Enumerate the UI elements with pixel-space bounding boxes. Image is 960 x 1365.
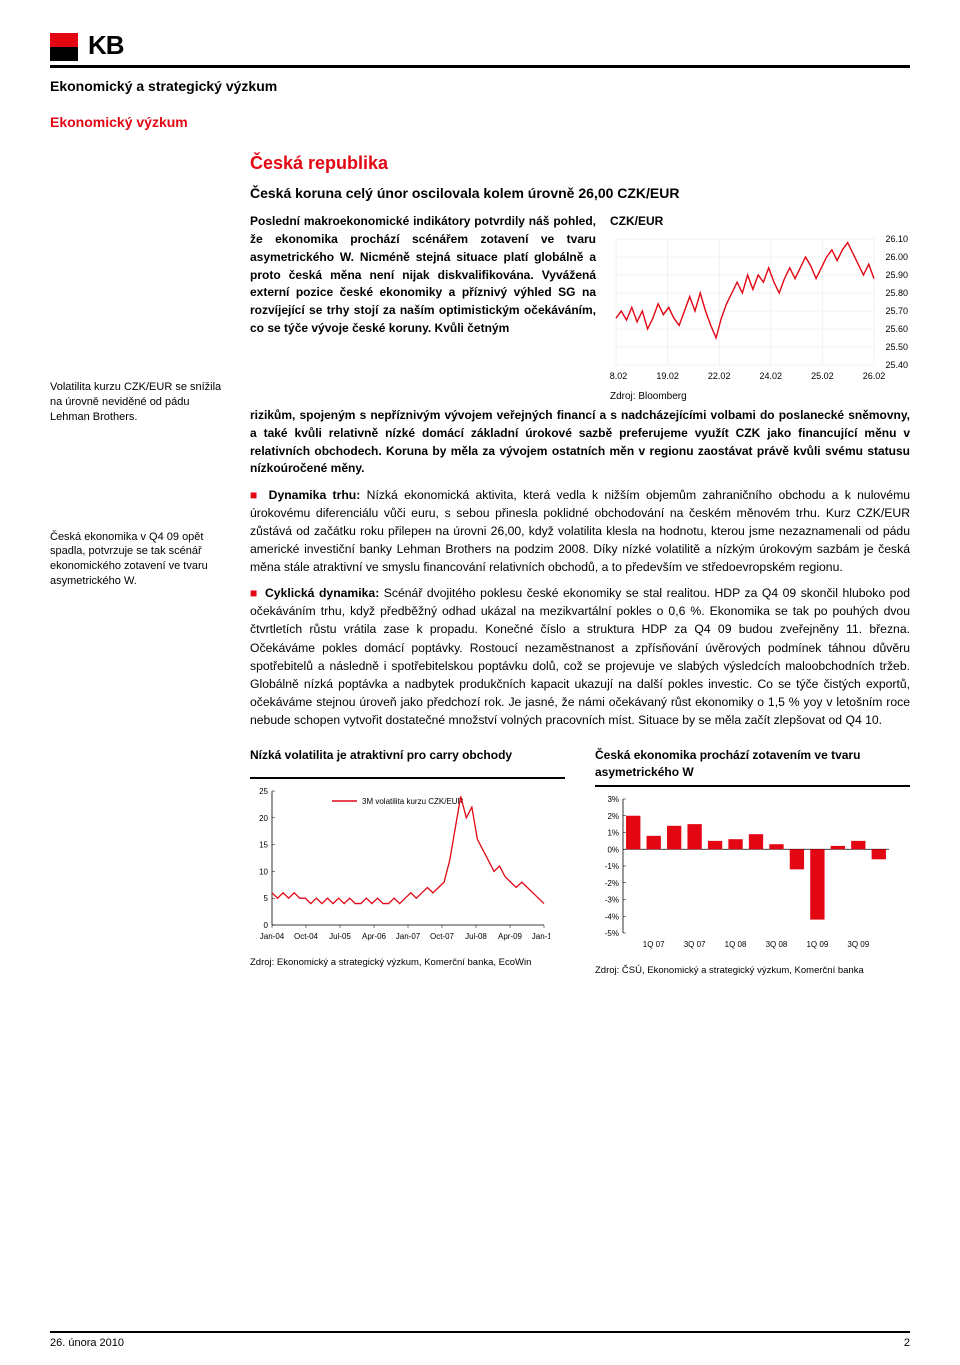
svg-text:25.70: 25.70 — [885, 306, 908, 316]
svg-text:26.00: 26.00 — [885, 252, 908, 262]
svg-text:25.50: 25.50 — [885, 342, 908, 352]
footer-date: 26. února 2010 — [50, 1337, 124, 1349]
svg-text:25: 25 — [259, 787, 268, 796]
section-label: Ekonomický výzkum — [50, 114, 910, 130]
svg-text:25.02: 25.02 — [811, 371, 834, 381]
svg-text:3M volatilita kurzu CZK/EUR: 3M volatilita kurzu CZK/EUR — [362, 797, 464, 806]
square-bullet-icon: ■ — [250, 488, 260, 502]
svg-text:3Q 08: 3Q 08 — [766, 940, 788, 949]
svg-text:22.02: 22.02 — [708, 371, 731, 381]
gdp-chart-source: Zdroj: ČSÚ, Ekonomický a strategický výz… — [595, 964, 910, 978]
svg-text:10: 10 — [259, 867, 268, 876]
bullet-cyclical: ■ Cyklická dynamika: Scénář dvojitého po… — [250, 584, 910, 728]
gdp-chart: Česká ekonomika prochází zotavením ve tv… — [595, 747, 910, 979]
main-column: Česká republika Česká koruna celý únor o… — [250, 150, 910, 979]
svg-text:18.02: 18.02 — [610, 371, 627, 381]
svg-text:25.60: 25.60 — [885, 324, 908, 334]
svg-text:25.90: 25.90 — [885, 270, 908, 280]
svg-text:3Q 07: 3Q 07 — [684, 940, 706, 949]
volatility-chart: Nízká volatilita je atraktivní pro carry… — [250, 747, 565, 979]
page-subtitle: Česká koruna celý únor oscilovala kolem … — [250, 183, 910, 204]
square-bullet-icon: ■ — [250, 586, 258, 600]
svg-text:26.02: 26.02 — [863, 371, 886, 381]
svg-text:Jul-05: Jul-05 — [329, 932, 351, 941]
fx-chart: CZK/EUR 26.10 26.00 25.90 25.80 25.70 25.60 25… — [610, 213, 910, 405]
svg-text:-4%: -4% — [605, 912, 619, 921]
svg-text:-2%: -2% — [605, 879, 619, 888]
svg-text:5: 5 — [264, 894, 269, 903]
svg-text:-5%: -5% — [605, 929, 619, 938]
svg-text:Apr-06: Apr-06 — [362, 932, 387, 941]
gdp-chart-svg: 3% 2% 1% 0% -1% -2% -3% -4% -5% 1Q 07 3Q 07 1Q 08 3Q… — [595, 793, 895, 953]
gdp-chart-title: Česká ekonomika prochází zotavením ve tv… — [595, 747, 910, 788]
bullet-market: ■ Dynamika trhu: Nízká ekonomická aktivi… — [250, 486, 910, 576]
page-root: KB Ekonomický a strategický výzkum Ekono… — [0, 0, 960, 1365]
sidebar-note-volatility: Volatilita kurzu CZK/EUR se snížila na ú… — [50, 380, 232, 425]
bullet1-head: Dynamika trhu: — [269, 488, 361, 502]
header-bar: KB — [50, 30, 910, 68]
svg-text:15: 15 — [259, 840, 268, 849]
lead-continuation: rizikům, spojeným s nepříznivým vývojem … — [250, 407, 910, 478]
svg-text:Apr-09: Apr-09 — [498, 932, 523, 941]
svg-text:20: 20 — [259, 814, 268, 823]
svg-text:26.10: 26.10 — [885, 234, 908, 244]
svg-text:1%: 1% — [607, 829, 619, 838]
svg-text:Jan-04: Jan-04 — [260, 932, 285, 941]
volatility-chart-title: Nízká volatilita je atraktivní pro carry… — [250, 747, 565, 779]
svg-text:19.02: 19.02 — [656, 371, 679, 381]
bullet2-text: Scénář dvojitého poklesu české ekonomiky… — [250, 586, 910, 726]
svg-text:0: 0 — [264, 921, 269, 930]
department-label: Ekonomický a strategický výzkum — [50, 78, 910, 94]
svg-text:Oct-07: Oct-07 — [430, 932, 455, 941]
volatility-chart-source: Zdroj: Ekonomický a strategický výzkum, … — [250, 956, 565, 970]
footer-page: 2 — [904, 1337, 910, 1349]
svg-text:25.40: 25.40 — [885, 360, 908, 370]
svg-text:-1%: -1% — [605, 862, 619, 871]
svg-text:24.02: 24.02 — [760, 371, 783, 381]
svg-text:-3%: -3% — [605, 896, 619, 905]
svg-text:0%: 0% — [607, 845, 619, 854]
bullet2-head: Cyklická dynamika: — [265, 586, 379, 600]
fx-chart-title: CZK/EUR — [610, 213, 910, 231]
svg-text:2%: 2% — [607, 812, 619, 821]
svg-text:Jan-07: Jan-07 — [396, 932, 421, 941]
fx-chart-svg: 26.10 26.00 25.90 25.80 25.70 25.60 25.50 25.40… — [610, 233, 910, 383]
volatility-chart-svg: 25 20 15 10 5 0 Jan-04 Oct-04 Jul-05 Apr-06 Jan-07… — [250, 785, 550, 945]
kb-logo — [50, 33, 78, 61]
svg-text:1Q 09: 1Q 09 — [806, 940, 828, 949]
page-footer: 26. února 2010 2 — [50, 1331, 910, 1349]
sidebar-note-economy: Česká ekonomika v Q4 09 opět spadla, pot… — [50, 530, 232, 589]
svg-text:1Q 08: 1Q 08 — [725, 940, 747, 949]
svg-text:Jul-08: Jul-08 — [465, 932, 487, 941]
sidebar: Volatilita kurzu CZK/EUR se snížila na ú… — [50, 150, 250, 979]
svg-text:Oct-04: Oct-04 — [294, 932, 319, 941]
svg-text:3%: 3% — [607, 795, 619, 804]
page-title: Česká republika — [250, 150, 910, 177]
svg-text:3Q 09: 3Q 09 — [847, 940, 869, 949]
svg-text:1Q 07: 1Q 07 — [643, 940, 665, 949]
bank-initials: KB — [88, 30, 124, 61]
lead-paragraph: Poslední makroekonomické indikátory potv… — [250, 213, 596, 405]
svg-text:25.80: 25.80 — [885, 288, 908, 298]
svg-text:Jan-10: Jan-10 — [532, 932, 550, 941]
fx-chart-source: Zdroj: Bloomberg — [610, 390, 910, 405]
